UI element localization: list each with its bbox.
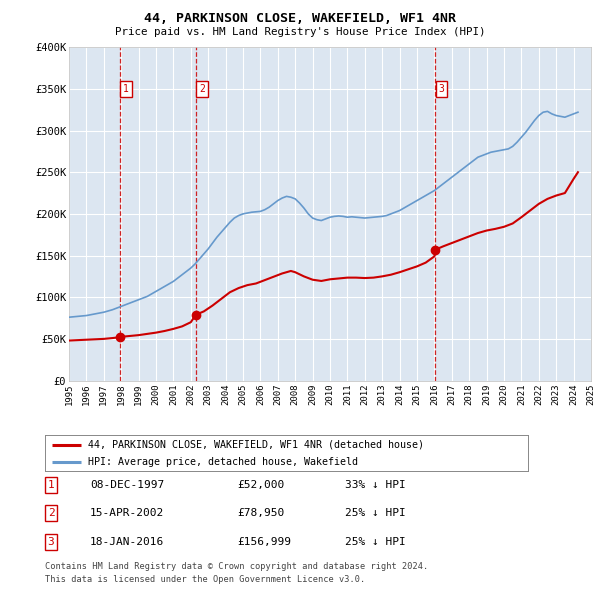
- Text: HPI: Average price, detached house, Wakefield: HPI: Average price, detached house, Wake…: [88, 457, 358, 467]
- Text: 08-DEC-1997: 08-DEC-1997: [90, 480, 164, 490]
- Text: 2: 2: [47, 509, 55, 518]
- Text: 33% ↓ HPI: 33% ↓ HPI: [345, 480, 406, 490]
- Text: £156,999: £156,999: [237, 537, 291, 546]
- Text: 1: 1: [47, 480, 55, 490]
- Text: £78,950: £78,950: [237, 509, 284, 518]
- Text: This data is licensed under the Open Government Licence v3.0.: This data is licensed under the Open Gov…: [45, 575, 365, 584]
- Text: 18-JAN-2016: 18-JAN-2016: [90, 537, 164, 546]
- Text: Price paid vs. HM Land Registry's House Price Index (HPI): Price paid vs. HM Land Registry's House …: [115, 27, 485, 37]
- Text: 25% ↓ HPI: 25% ↓ HPI: [345, 509, 406, 518]
- Text: 2: 2: [199, 84, 205, 94]
- Text: £52,000: £52,000: [237, 480, 284, 490]
- Text: 25% ↓ HPI: 25% ↓ HPI: [345, 537, 406, 546]
- Text: 3: 3: [439, 84, 444, 94]
- Text: Contains HM Land Registry data © Crown copyright and database right 2024.: Contains HM Land Registry data © Crown c…: [45, 562, 428, 571]
- Text: 3: 3: [47, 537, 55, 546]
- Text: 44, PARKINSON CLOSE, WAKEFIELD, WF1 4NR (detached house): 44, PARKINSON CLOSE, WAKEFIELD, WF1 4NR …: [88, 440, 424, 450]
- Text: 1: 1: [123, 84, 129, 94]
- Text: 44, PARKINSON CLOSE, WAKEFIELD, WF1 4NR: 44, PARKINSON CLOSE, WAKEFIELD, WF1 4NR: [144, 12, 456, 25]
- Text: 15-APR-2002: 15-APR-2002: [90, 509, 164, 518]
